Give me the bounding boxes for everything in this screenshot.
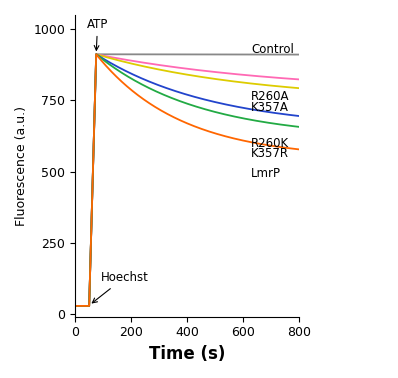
Text: R260A: R260A [251, 90, 290, 103]
Text: Hoechst: Hoechst [92, 271, 148, 303]
Text: ATP: ATP [87, 18, 108, 50]
Y-axis label: Fluorescence (a.u.): Fluorescence (a.u.) [15, 106, 28, 226]
X-axis label: Time (s): Time (s) [149, 345, 225, 363]
Text: Control: Control [251, 43, 294, 56]
Text: K357R: K357R [251, 147, 289, 160]
Text: R260K: R260K [251, 137, 289, 150]
Text: LmrP: LmrP [251, 167, 281, 180]
Text: K357A: K357A [251, 101, 289, 113]
